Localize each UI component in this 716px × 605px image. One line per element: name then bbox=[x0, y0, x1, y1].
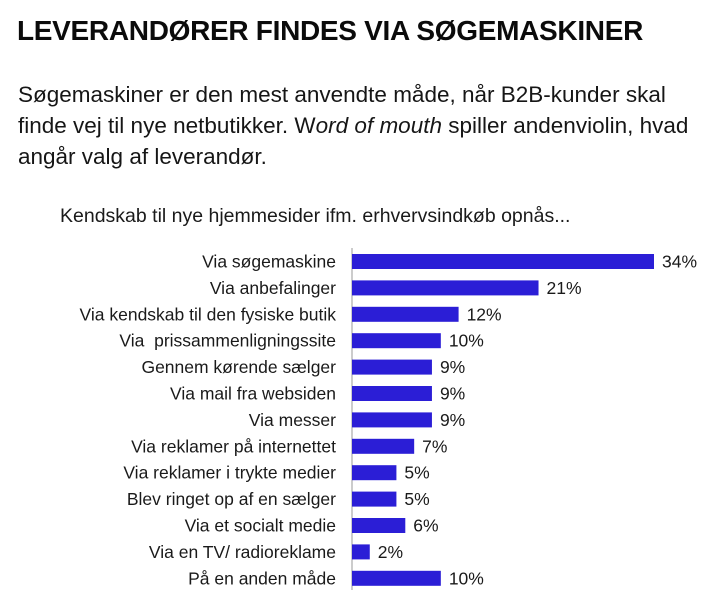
category-label: Via messer bbox=[249, 410, 336, 430]
bar bbox=[352, 359, 432, 375]
bar-chart: Via søgemaskine 34% Via anbefalinger 21% Via… bbox=[80, 248, 697, 590]
intro-emphasis: ord of mouth bbox=[315, 113, 442, 138]
value-label: 34% bbox=[662, 252, 697, 272]
category-label: Via prissammenligningssite bbox=[119, 331, 336, 351]
value-label: 10% bbox=[449, 568, 484, 588]
value-label: 5% bbox=[404, 489, 429, 509]
value-label: 7% bbox=[422, 436, 447, 456]
bar bbox=[352, 254, 654, 269]
category-label: Via et socialt medie bbox=[185, 516, 336, 536]
bar bbox=[352, 306, 459, 322]
value-label: 2% bbox=[378, 542, 403, 562]
bar bbox=[352, 412, 432, 428]
value-label: 9% bbox=[440, 384, 465, 404]
category-label: Via reklamer i trykte medier bbox=[123, 463, 336, 483]
value-label: 6% bbox=[413, 516, 438, 536]
category-label: Gennem kørende sælger bbox=[141, 357, 336, 377]
bar bbox=[352, 491, 397, 507]
category-label: Blev ringet op af en sælger bbox=[127, 489, 336, 509]
value-label: 12% bbox=[467, 304, 502, 324]
chart-title: Kendskab til nye hjemmesider ifm. erhver… bbox=[60, 205, 571, 227]
intro-text: Søgemaskiner er den mest anvendte måde, … bbox=[18, 79, 708, 172]
intro-part-1: Søgemaskiner er den mest anvendte måde, … bbox=[18, 82, 666, 138]
bar bbox=[352, 333, 441, 349]
category-label: Via kendskab til den fysiske butik bbox=[80, 304, 337, 324]
category-label: Via anbefalinger bbox=[210, 278, 336, 298]
value-label: 9% bbox=[440, 357, 465, 377]
value-label: 5% bbox=[404, 463, 429, 483]
category-label: Via søgemaskine bbox=[202, 252, 336, 272]
bar bbox=[352, 438, 415, 454]
category-label: Via reklamer på internettet bbox=[131, 436, 336, 456]
bar bbox=[352, 570, 441, 586]
headline: LEVERANDØRER FINDES VIA SØGEMASKINER bbox=[17, 15, 644, 46]
value-label: 10% bbox=[449, 331, 484, 351]
value-label: 21% bbox=[547, 278, 582, 298]
category-label: Via en TV/ radioreklame bbox=[149, 542, 336, 562]
bar bbox=[352, 280, 539, 296]
bar bbox=[352, 386, 432, 401]
category-label: På en anden måde bbox=[188, 568, 336, 588]
bar bbox=[352, 544, 370, 560]
category-label: Via mail fra websiden bbox=[170, 384, 336, 404]
bar bbox=[352, 465, 397, 481]
bar bbox=[352, 518, 406, 533]
intro-part-2: spiller andenviolin, hvad angår valg af … bbox=[18, 113, 689, 169]
value-label: 9% bbox=[440, 410, 465, 430]
